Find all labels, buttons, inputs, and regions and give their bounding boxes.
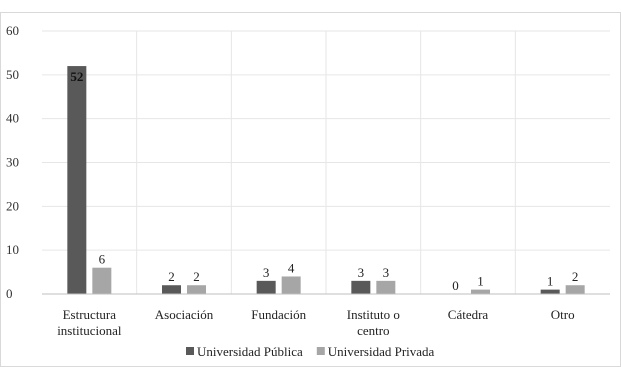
bar-privada — [92, 267, 112, 294]
x-category-label: Asociación — [155, 307, 214, 322]
data-label: 1 — [477, 274, 484, 289]
data-label: 2 — [572, 269, 579, 284]
legend-label: Universidad Pública — [197, 344, 303, 359]
y-tick-label: 20 — [6, 198, 19, 213]
data-label: 3 — [263, 265, 270, 280]
data-label: 4 — [288, 260, 295, 275]
bar-publica — [67, 66, 87, 294]
bars — [67, 66, 585, 294]
data-labels: 52 6 2 2 3 4 3 3 0 1 1 2 — [70, 69, 578, 293]
gridlines — [42, 30, 610, 294]
y-tick-label: 0 — [6, 286, 13, 301]
legend-label: Universidad Privada — [328, 344, 435, 359]
y-tick-label: 10 — [6, 242, 19, 257]
x-category-label: Otro — [551, 307, 575, 322]
data-label: 1 — [547, 274, 554, 289]
y-tick-label: 40 — [6, 111, 19, 126]
x-category-label: institucional — [57, 323, 122, 338]
bar-privada — [565, 285, 585, 294]
y-tick-label: 50 — [6, 67, 19, 82]
bar-publica — [256, 280, 276, 294]
x-category-label: Instituto o — [347, 307, 400, 322]
legend-swatch — [186, 347, 194, 355]
data-label: 52 — [70, 69, 83, 84]
legend-swatch — [316, 347, 325, 355]
x-category-label: Cátedra — [448, 307, 489, 322]
bar-publica — [162, 285, 181, 294]
data-label: 3 — [383, 265, 390, 280]
data-label: 0 — [452, 278, 459, 293]
data-label: 3 — [358, 265, 365, 280]
bar-privada — [376, 280, 396, 294]
bar-privada — [281, 276, 301, 294]
legend: Universidad Pública Universidad Privada — [186, 344, 435, 359]
x-category-label: Estructura — [63, 307, 117, 322]
data-label: 2 — [193, 269, 200, 284]
y-axis-ticks: 0 10 20 30 40 50 60 — [6, 23, 19, 301]
bar-privada — [471, 289, 490, 294]
x-category-label: Fundación — [251, 307, 306, 322]
bar-publica — [540, 289, 560, 294]
bar-publica — [351, 280, 371, 294]
bar-privada — [187, 285, 206, 294]
y-tick-label: 60 — [6, 23, 19, 38]
x-category-label: centro — [357, 323, 389, 338]
data-label: 2 — [168, 269, 175, 284]
y-tick-label: 30 — [6, 155, 19, 170]
data-label: 6 — [99, 252, 106, 267]
